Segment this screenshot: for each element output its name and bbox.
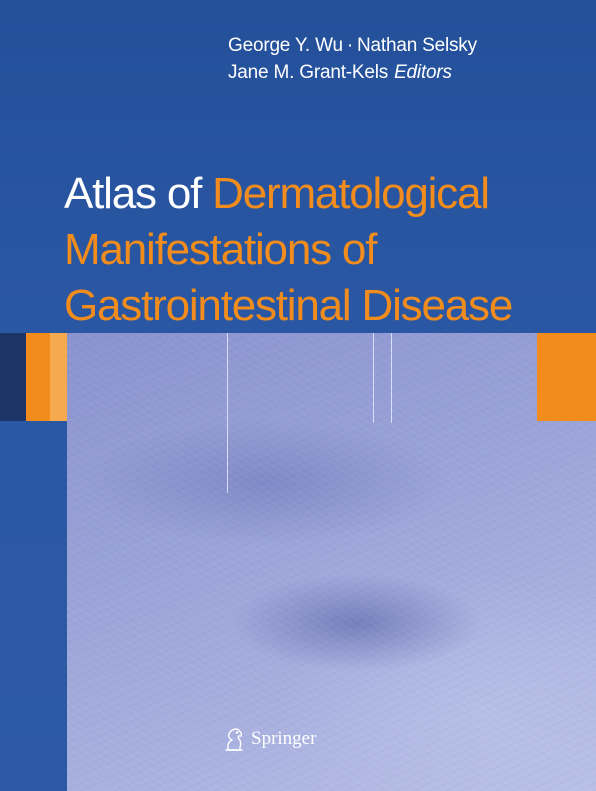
publisher-logo: Springer — [222, 726, 316, 752]
title-line-3: Gastrointestinal Disease — [64, 281, 513, 330]
editor-name: George Y. Wu — [228, 35, 343, 56]
decorative-band-dark — [0, 333, 26, 421]
decorative-band-orange-left — [26, 333, 50, 421]
editors-line-1: George Y. Wu · Nathan Selsky — [228, 32, 477, 59]
title-prefix: Atlas of — [64, 169, 202, 218]
photo-guide-line — [373, 333, 374, 423]
publisher-name: Springer — [251, 728, 317, 749]
title-line-1-rest: Dermatological — [212, 169, 490, 218]
decorative-band-orange-light — [50, 333, 67, 421]
book-title: Atlas of Dermatological Manifestations o… — [64, 166, 513, 334]
photo-guide-line — [391, 333, 392, 423]
title-line-1: Atlas of Dermatological — [64, 166, 512, 222]
editors-line-2: Jane M. Grant-Kels Editors — [228, 59, 477, 86]
editor-separator: · — [346, 35, 353, 56]
cover-photo — [67, 333, 596, 791]
editor-name: Nathan Selsky — [357, 35, 477, 56]
decorative-band-orange-right — [537, 333, 596, 421]
editors-block: George Y. Wu · Nathan Selsky Jane M. Grant… — [228, 32, 477, 86]
editor-name: Jane M. Grant-Kels — [228, 62, 389, 83]
springer-knight-icon — [225, 728, 243, 751]
editors-role: Editors — [394, 62, 452, 83]
title-line-2: Manifestations of — [64, 225, 377, 274]
photo-guide-line — [227, 333, 228, 493]
